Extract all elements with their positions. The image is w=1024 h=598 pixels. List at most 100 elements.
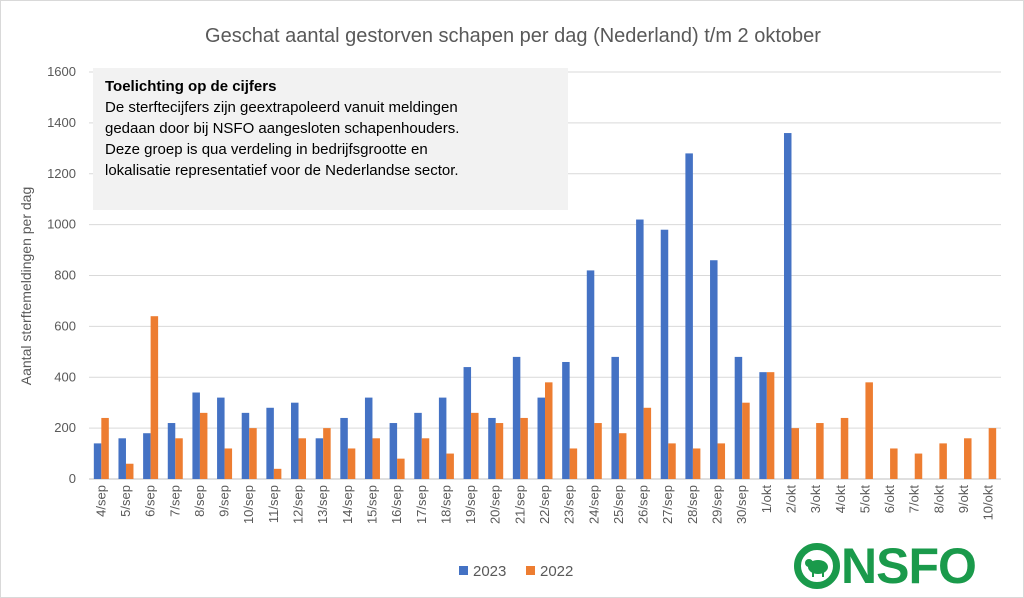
bar-2023-19/sep [463,367,472,479]
y-tick-label: 0 [69,471,76,486]
sheep-icon [794,543,840,589]
nsfo-logo: NSFO [794,538,977,594]
bar-2022-14/sep [347,448,356,479]
bar-2022-1/okt [766,372,775,479]
bar-2023-6/sep [143,433,151,479]
bar-2023-14/sep [340,417,348,479]
bar-2023-5/sep [118,438,126,479]
explanation-line: gedaan door bij NSFO aangesloten schapen… [105,120,460,137]
x-tick-label: 5/sep [118,485,133,517]
bar-2023-24/sep [586,270,595,479]
bar-2022-7/sep [175,438,183,479]
x-tick-label: 4/okt [833,485,848,514]
x-axis-ticks: 4/sep 5/sep 6/sep 7/sep 8/sep 9/sep 10/sep 11/s… [93,485,995,524]
legend-label-2023: 2023 [473,563,506,580]
x-tick-label: 6/okt [882,485,897,514]
x-tick-label: 21/sep [512,485,527,524]
bar-2022-26/sep [643,407,652,479]
bar-2022-10/okt [988,428,997,479]
bar-2022-9/sep [224,448,233,479]
bar-2023-23/sep [562,361,570,479]
x-tick-label: 2/okt [783,485,798,514]
y-tick-label: 600 [54,318,76,333]
bar-2022-5/okt [865,382,873,479]
x-tick-label: 7/okt [907,485,922,514]
bar-2022-27/sep [668,443,676,479]
legend-label-2022: 2022 [540,563,573,580]
bar-2022-21/sep [520,417,528,479]
x-tick-label: 17/sep [414,485,429,524]
x-tick-label: 9/okt [956,485,971,514]
bar-2022-12/sep [298,438,307,479]
bar-2022-28/sep [692,448,701,479]
bar-2022-4/okt [840,417,849,479]
bar-2023-2/okt [783,133,792,480]
explanation-line: De sterftecijfers zijn geextrapoleerd va… [105,99,458,116]
x-tick-label: 10/sep [241,485,256,524]
bar-2022-24/sep [594,423,602,479]
bar-2022-16/sep [397,458,405,479]
bar-2023-15/sep [364,397,373,479]
x-tick-label: 28/sep [685,485,700,524]
bar-2023-26/sep [636,219,644,479]
bar-2023-20/sep [488,417,496,479]
y-axis-title: Aantal sterftemeldingen per dag [18,187,34,385]
x-tick-label: 18/sep [438,485,453,524]
bar-2022-10/sep [249,428,257,479]
bar-2023-21/sep [512,356,521,479]
bar-2023-9/sep [217,397,225,479]
bar-2022-13/sep [323,428,331,479]
bar-2022-2/okt [791,428,799,479]
x-tick-label: 5/okt [857,485,872,514]
legend-swatch-2022 [526,566,535,575]
bar-2022-15/sep [372,438,380,479]
bar-2022-4/sep [101,417,109,479]
x-tick-label: 15/sep [364,485,379,524]
bar-2022-17/sep [421,438,430,479]
bar-2023-8/sep [192,392,200,479]
x-tick-label: 12/sep [291,485,306,524]
explanation-box: Toelichting op de cijfers De sterftecijf… [93,68,568,210]
bar-2022-19/sep [471,412,479,479]
x-tick-label: 25/sep [611,485,626,524]
bar-2023-29/sep [710,260,718,479]
y-axis-ticks: 0 200 400 600 800 1000 1200 1400 1600 [47,64,76,486]
bar-2023-30/sep [734,356,743,479]
chart-title: Geschat aantal gestorven schapen per dag… [205,25,821,47]
x-tick-label: 8/okt [931,485,946,514]
bar-2023-4/sep [93,443,102,479]
bar-2022-8/sep [199,412,208,479]
bar-2022-25/sep [618,433,627,479]
x-tick-label: 24/sep [586,485,601,524]
bar-2023-7/sep [167,423,176,479]
logo-text: NSFO [841,538,977,594]
x-tick-label: 27/sep [660,485,675,524]
x-tick-label: 19/sep [463,485,478,524]
x-tick-label: 22/sep [537,485,552,524]
explanation-title: Toelichting op de cijfers [105,78,277,95]
bar-2022-7/okt [914,453,923,479]
y-tick-label: 1200 [47,166,76,181]
x-tick-label: 14/sep [340,485,355,524]
x-tick-label: 10/okt [981,485,996,521]
bar-2022-23/sep [569,448,578,479]
y-tick-label: 1600 [47,64,76,79]
x-tick-label: 6/sep [143,485,158,517]
x-tick-label: 4/sep [93,485,108,517]
x-tick-label: 23/sep [562,485,577,524]
bar-2022-20/sep [495,423,504,479]
y-tick-label: 200 [54,420,76,435]
explanation-line: lokalisatie representatief voor de Neder… [105,162,459,179]
y-tick-label: 800 [54,268,76,283]
x-tick-label: 16/sep [389,485,404,524]
x-tick-label: 29/sep [710,485,725,524]
bars [93,133,997,480]
bar-2022-3/okt [816,423,824,479]
bar-2023-25/sep [611,356,619,479]
x-tick-label: 26/sep [636,485,651,524]
bar-2023-16/sep [389,423,398,479]
bar-2022-29/sep [717,443,726,479]
bar-2023-12/sep [291,402,299,479]
y-tick-label: 400 [54,369,76,384]
